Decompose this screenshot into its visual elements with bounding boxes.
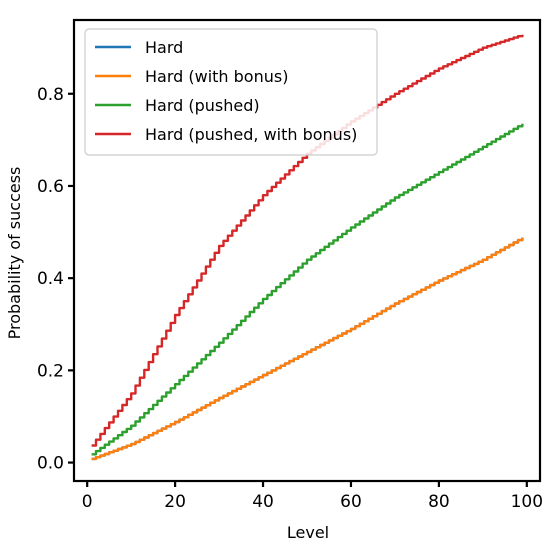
- y-axis: 0.0 0.2 0.4 0.6 0.8: [37, 85, 74, 474]
- y-tick-label: 0.8: [37, 85, 64, 105]
- x-axis: 0 20 40 60 80 100: [82, 481, 543, 512]
- y-tick-label: 0.6: [37, 177, 64, 197]
- y-tick-label: 0.2: [37, 361, 64, 381]
- y-tick-label: 0.4: [37, 269, 64, 289]
- x-tick-label: 60: [340, 492, 362, 512]
- legend-label: Hard (pushed): [145, 96, 260, 115]
- legend-box: [84, 28, 378, 156]
- legend-label: Hard (with bonus): [145, 67, 288, 86]
- y-axis-label: Probability of success: [5, 167, 24, 340]
- legend: Hard Hard (with bonus) Hard (pushed) Hard (…: [84, 28, 378, 156]
- series-line-1: [91, 237, 524, 461]
- x-tick-label: 40: [252, 492, 274, 512]
- plot-frame: [72, 18, 542, 483]
- x-tick-label: 100: [511, 492, 543, 512]
- legend-label: Hard: [145, 38, 183, 57]
- x-tick-label: 0: [82, 492, 93, 512]
- x-tick-label: 80: [428, 492, 450, 512]
- plot-border: [72, 18, 542, 483]
- x-tick-label: 20: [164, 492, 186, 512]
- series-line-2: [91, 123, 524, 456]
- x-axis-label: Level: [287, 523, 329, 542]
- y-tick-label: 0.0: [37, 454, 64, 474]
- legend-label: Hard (pushed, with bonus): [145, 125, 357, 144]
- series-line-0: [91, 237, 524, 461]
